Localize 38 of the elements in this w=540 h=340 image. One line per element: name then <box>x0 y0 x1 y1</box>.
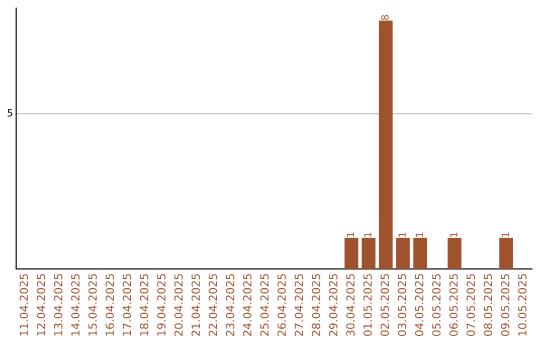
x-tick-label: 05.05.2025 <box>432 274 441 336</box>
x-tick-label: 18.04.2025 <box>140 274 148 336</box>
x-tick-label: 15.04.2025 <box>88 274 97 336</box>
x-tick-label: 19.04.2025 <box>157 274 166 336</box>
x-tick-label: 10.05.2025 <box>518 274 527 336</box>
x-tick-label: 13.04.2025 <box>54 274 62 336</box>
x-tick-label: 21.04.2025 <box>192 274 200 336</box>
x-tick-label: 07.05.2025 <box>466 274 475 336</box>
data-label: 1 <box>347 232 354 237</box>
x-tick-label: 23.04.2025 <box>226 274 234 336</box>
data-label: 1 <box>450 232 458 237</box>
x-tick-label: 24.04.2025 <box>243 274 252 336</box>
x-tick-label: 11.04.2025 <box>20 274 28 336</box>
x-tick-label: 16.04.2025 <box>106 274 114 336</box>
x-tick-label: 26.04.2025 <box>277 274 286 336</box>
data-label: 1 <box>502 232 509 237</box>
x-tick-label: 27.04.2025 <box>294 274 304 336</box>
x-tick-label: 06.05.2025 <box>449 274 458 336</box>
data-label: 1 <box>398 232 406 237</box>
x-tick-label: 08.05.2025 <box>484 274 492 336</box>
x-tick-label: 02.05.2025 <box>380 274 390 336</box>
x-tick-label: 03.05.2025 <box>398 274 406 336</box>
data-label: 1 <box>416 232 423 237</box>
data-label: 1 <box>364 232 372 237</box>
ref-line-label: 5 <box>8 109 12 117</box>
x-tick-label: 22.04.2025 <box>208 274 218 336</box>
data-label: 8 <box>381 15 389 20</box>
x-tick-label: 12.04.2025 <box>36 274 46 336</box>
x-tick-label: 29.04.2025 <box>329 274 338 336</box>
x-tick-label: 28.04.2025 <box>312 274 320 336</box>
x-tick-label: 20.04.2025 <box>174 274 183 336</box>
x-tick-label: 01.05.2025 <box>363 274 372 336</box>
x-tick-label: 09.05.2025 <box>500 274 510 336</box>
x-tick-label: 30.04.2025 <box>346 274 355 336</box>
x-tick-label: 14.04.2025 <box>71 274 80 336</box>
x-tick-label: 25.04.2025 <box>260 274 269 336</box>
x-tick-label: 04.05.2025 <box>414 274 424 336</box>
x-tick-label: 17.04.2025 <box>122 274 132 336</box>
